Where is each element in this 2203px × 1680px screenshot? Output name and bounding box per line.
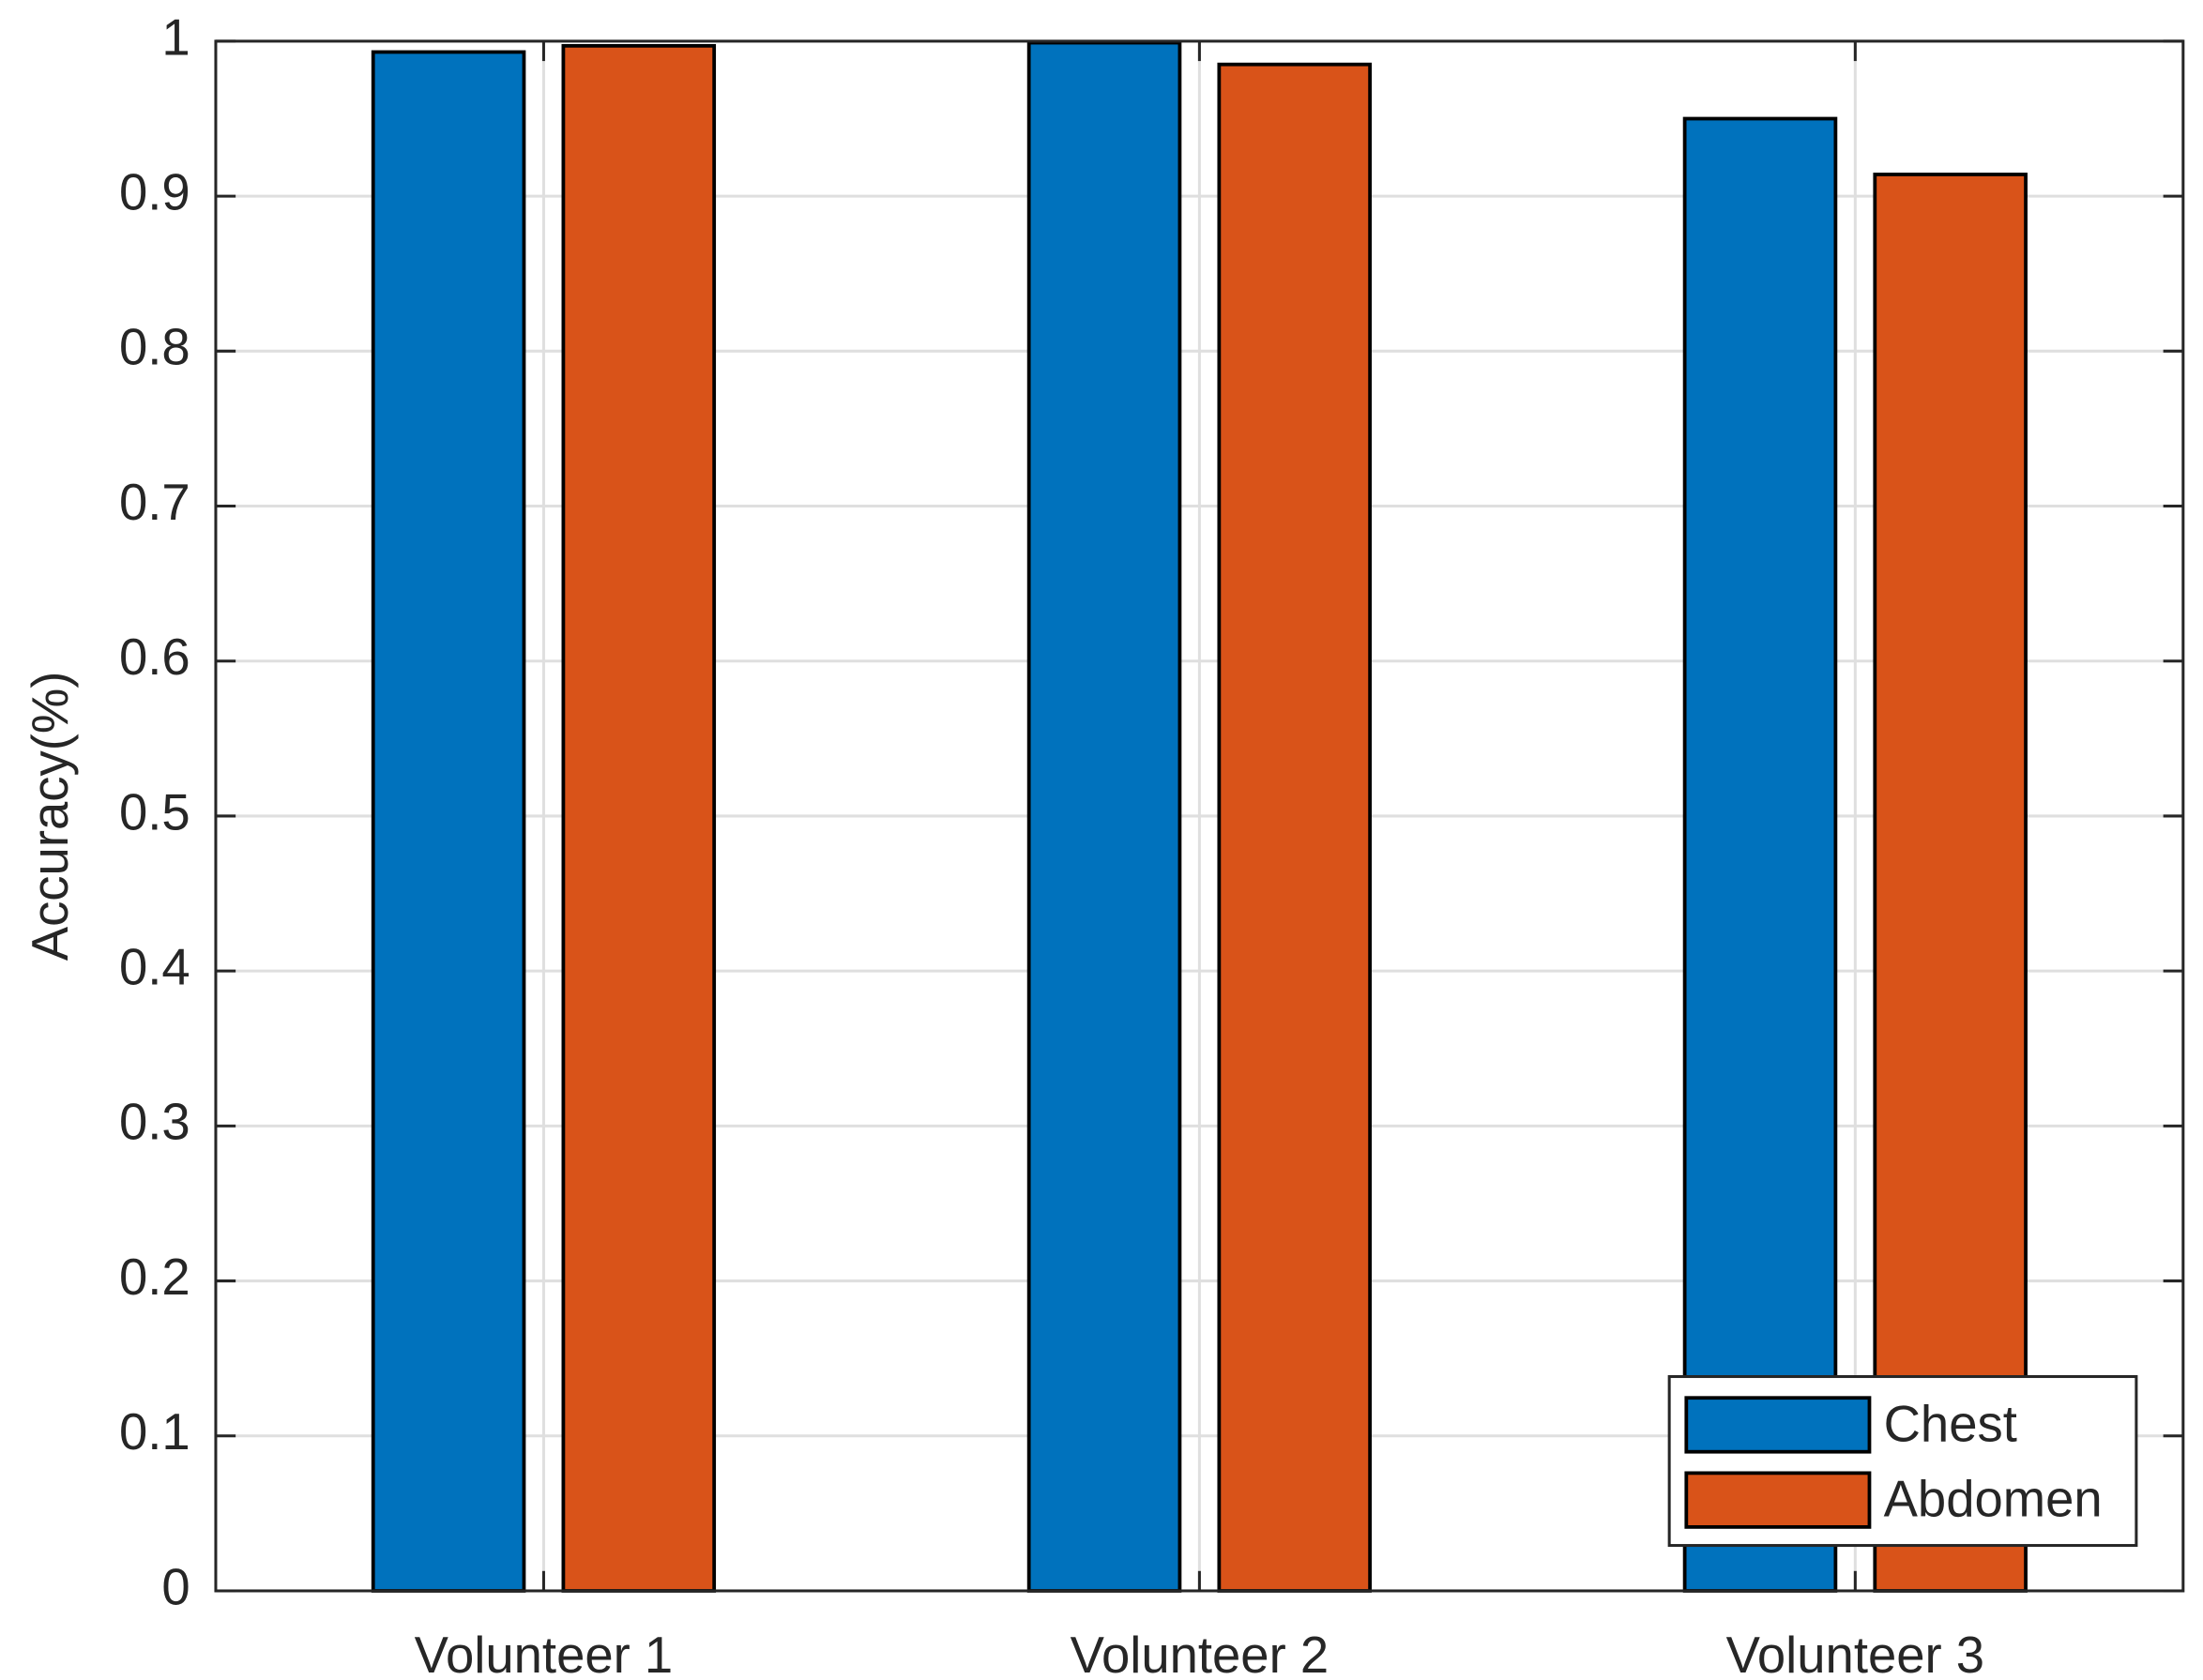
bar	[561, 43, 717, 1593]
legend-label: Chest	[1884, 1395, 2017, 1452]
y-tick-label: 0.5	[119, 783, 190, 840]
y-tick-label: 0.2	[119, 1249, 190, 1306]
y-tick-label: 0.6	[119, 628, 190, 686]
y-axis-label: Accuracy(%)	[22, 672, 79, 961]
x-tick-label: Volunteer 1	[415, 1627, 674, 1680]
bar	[1026, 40, 1182, 1593]
y-tick-label: 0.1	[119, 1403, 190, 1461]
legend-swatch	[1684, 1471, 1872, 1529]
bar	[371, 50, 526, 1593]
bar	[1217, 62, 1373, 1593]
y-tick-label: 0.7	[119, 474, 190, 531]
y-tick-label: 0.9	[119, 163, 190, 220]
legend-swatch	[1684, 1396, 1872, 1454]
y-tick-label: 0.8	[119, 319, 190, 376]
y-tick-label: 1	[161, 8, 190, 66]
bar	[1873, 173, 2028, 1593]
x-tick-label: Volunteer 2	[1071, 1627, 1329, 1680]
bar	[1682, 116, 1838, 1593]
y-tick-label: 0.3	[119, 1094, 190, 1151]
y-tick-label: 0.4	[119, 939, 190, 996]
legend-label: Abdomen	[1884, 1471, 2103, 1528]
y-tick-label: 0	[161, 1558, 190, 1615]
axes-box	[214, 39, 2185, 1593]
x-tick-label: Volunteer 3	[1726, 1627, 1985, 1680]
